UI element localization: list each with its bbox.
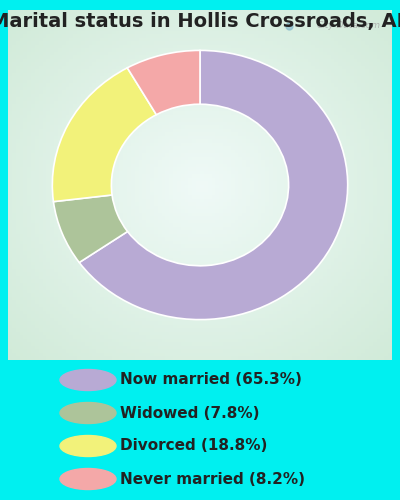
- Circle shape: [60, 468, 116, 489]
- Circle shape: [60, 436, 116, 456]
- Wedge shape: [54, 195, 128, 262]
- Text: City-Data.com: City-Data.com: [316, 21, 380, 30]
- Text: Marital status in Hollis Crossroads, AL: Marital status in Hollis Crossroads, AL: [0, 12, 400, 32]
- Text: Divorced (18.8%): Divorced (18.8%): [120, 438, 267, 454]
- Text: Now married (65.3%): Now married (65.3%): [120, 372, 302, 388]
- Circle shape: [60, 402, 116, 423]
- Circle shape: [60, 370, 116, 390]
- Text: Never married (8.2%): Never married (8.2%): [120, 472, 305, 486]
- Text: Widowed (7.8%): Widowed (7.8%): [120, 406, 260, 420]
- Wedge shape: [127, 50, 200, 114]
- Wedge shape: [52, 68, 156, 202]
- Wedge shape: [79, 50, 348, 320]
